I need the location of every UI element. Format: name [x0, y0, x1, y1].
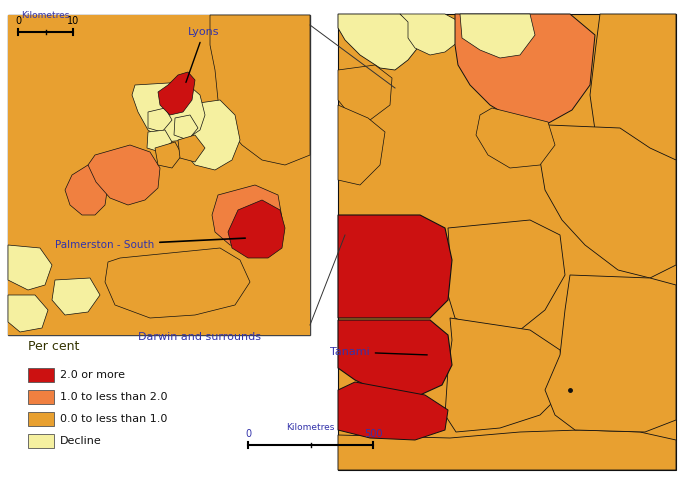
Bar: [8, 15, 310, 335]
Text: 0: 0: [15, 16, 21, 26]
Polygon shape: [52, 278, 100, 315]
Text: 500: 500: [364, 429, 382, 439]
Polygon shape: [105, 248, 250, 318]
Polygon shape: [400, 14, 460, 55]
Polygon shape: [460, 14, 535, 58]
Text: Decline: Decline: [60, 436, 102, 446]
Text: Kilometres: Kilometres: [286, 423, 335, 432]
Text: Per cent: Per cent: [28, 340, 80, 353]
Polygon shape: [178, 135, 205, 162]
Polygon shape: [338, 215, 452, 318]
Polygon shape: [158, 72, 195, 115]
Text: 1.0 to less than 2.0: 1.0 to less than 2.0: [60, 392, 167, 402]
Bar: [28, 412, 54, 426]
Polygon shape: [228, 200, 285, 258]
Polygon shape: [540, 125, 676, 278]
Polygon shape: [147, 130, 172, 152]
Polygon shape: [338, 320, 452, 395]
Text: Tanami: Tanami: [330, 347, 427, 357]
Polygon shape: [8, 15, 310, 335]
Text: 10: 10: [67, 16, 79, 26]
Text: Lyons: Lyons: [186, 27, 220, 83]
Polygon shape: [212, 185, 282, 248]
Polygon shape: [476, 108, 555, 168]
Polygon shape: [445, 318, 565, 432]
Polygon shape: [148, 108, 172, 132]
Polygon shape: [545, 275, 676, 432]
Text: Darwin and surrounds: Darwin and surrounds: [139, 332, 262, 342]
Polygon shape: [338, 105, 385, 185]
Polygon shape: [338, 14, 676, 470]
Polygon shape: [8, 295, 48, 332]
Text: 0: 0: [245, 429, 251, 439]
Polygon shape: [88, 145, 160, 205]
Bar: [28, 434, 54, 448]
Bar: [28, 368, 54, 382]
Polygon shape: [65, 165, 108, 215]
Polygon shape: [448, 220, 565, 335]
Bar: [28, 390, 54, 404]
Text: 2.0 or more: 2.0 or more: [60, 370, 125, 380]
Polygon shape: [155, 142, 182, 168]
Polygon shape: [338, 382, 448, 440]
Polygon shape: [338, 14, 420, 70]
Polygon shape: [338, 430, 676, 470]
Polygon shape: [8, 245, 52, 290]
Text: Palmerston - South: Palmerston - South: [55, 238, 245, 250]
Polygon shape: [210, 15, 310, 165]
Polygon shape: [178, 100, 240, 170]
Polygon shape: [338, 65, 392, 120]
Polygon shape: [590, 14, 676, 165]
Text: 0.0 to less than 1.0: 0.0 to less than 1.0: [60, 414, 167, 424]
Polygon shape: [455, 14, 595, 125]
Polygon shape: [132, 82, 205, 142]
Text: Kilometres: Kilometres: [21, 11, 69, 20]
Polygon shape: [174, 115, 198, 140]
